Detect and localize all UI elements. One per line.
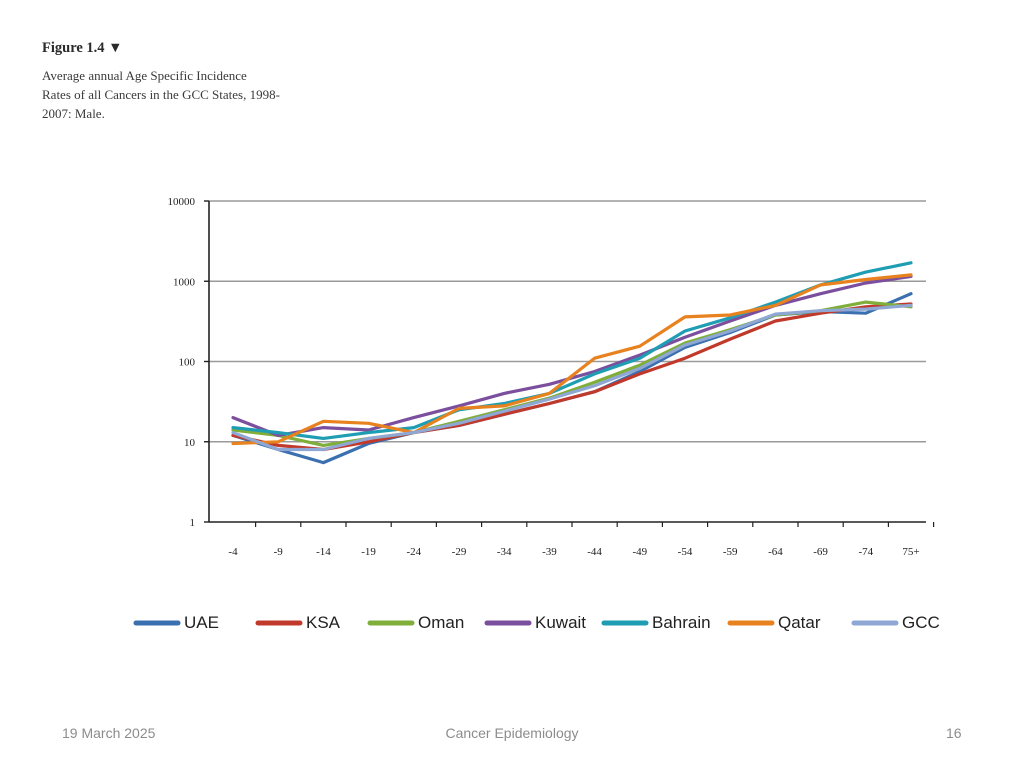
series-line-gcc — [231, 303, 913, 452]
legend-label-oman: Oman — [418, 613, 464, 632]
series-line-oman — [231, 300, 913, 447]
series-line-kuwait — [231, 274, 913, 437]
legend-label-qatar: Qatar — [778, 613, 821, 632]
footer-title: Cancer Epidemiology — [445, 725, 579, 741]
x-tick-label: -14 — [316, 546, 331, 558]
x-tick-label: -54 — [678, 546, 693, 558]
footer-date: 19 March 2025 — [62, 725, 156, 741]
legend-label-uae: UAE — [184, 613, 219, 632]
figure-caption: Average annual Age Specific Incidence Ra… — [42, 66, 362, 123]
x-tick-label: -24 — [406, 546, 421, 558]
y-axis-ticks: 1 10 100 1000 10000 — [168, 196, 209, 529]
x-tick-label: 75+ — [902, 546, 919, 558]
series-line-ksa — [231, 302, 913, 452]
x-tick-label: -19 — [361, 546, 376, 558]
page-number: 16 — [946, 725, 962, 741]
y-tick-label: 1 — [190, 517, 196, 529]
series-lines — [231, 261, 913, 465]
series-line-qatar — [231, 273, 913, 446]
y-tick-label: 10 — [184, 437, 196, 449]
x-tick-label: -4 — [228, 546, 238, 558]
legend-label-bahrain: Bahrain — [652, 613, 711, 632]
x-tick-label: -49 — [632, 546, 647, 558]
caption-line: Rates of all Cancers in the GCC States, … — [42, 87, 280, 102]
legend-label-kuwait: Kuwait — [535, 613, 586, 632]
y-tick-label: 100 — [179, 357, 196, 369]
caption-line: Average annual Age Specific Incidence — [42, 68, 247, 83]
x-tick-label: -59 — [723, 546, 738, 558]
x-axis-ticks: -4 -9 -14 -19 -24 -29 -34 -39 -44 -49 -54 -59 -64 -69… — [228, 522, 935, 558]
x-tick-label: -69 — [813, 546, 828, 558]
y-tick-label: 1000 — [173, 276, 196, 288]
x-tick-label: -44 — [587, 546, 602, 558]
legend-label-ksa: KSA — [306, 613, 341, 632]
gridlines — [209, 200, 926, 443]
x-tick-label: -34 — [497, 546, 512, 558]
x-tick-label: -29 — [452, 546, 467, 558]
x-tick-label: -64 — [768, 546, 783, 558]
x-tick-label: -74 — [858, 546, 873, 558]
caption-line: 2007: Male. — [42, 106, 105, 121]
figure-label: Figure 1.4 ▼ — [42, 40, 123, 56]
x-tick-label: -39 — [542, 546, 557, 558]
y-tick-label: 10000 — [168, 196, 196, 208]
x-tick-label: -9 — [274, 546, 284, 558]
legend: UAE KSA Oman Kuwait Bahrain Qatar GCC — [133, 613, 940, 632]
legend-label-gcc: GCC — [902, 613, 940, 632]
